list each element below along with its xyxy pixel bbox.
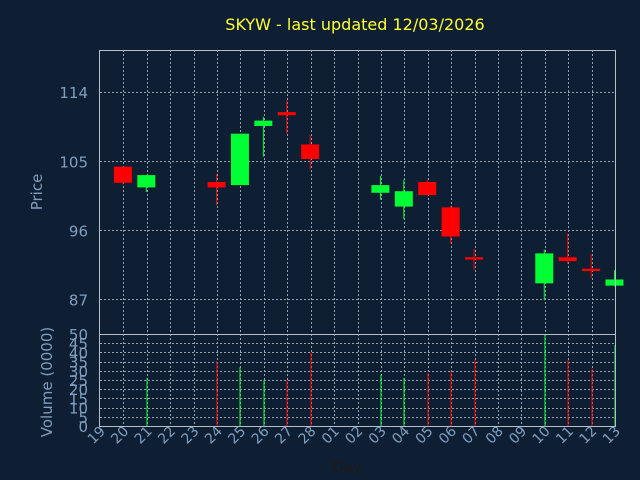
candle-body (137, 175, 156, 188)
price-tick-label: 96 (69, 222, 88, 240)
price-tick-label: 114 (59, 84, 88, 102)
volume-tick-label: 15 (69, 390, 88, 408)
candle-body (230, 133, 249, 186)
candle-body (277, 112, 296, 116)
candle-body (605, 279, 624, 286)
volume-tick-label: 10 (69, 400, 88, 418)
candle-body (418, 182, 437, 196)
x-tick-labels: 19 20 21 22 23 24 25 26 27 28 01 02 03 04 05 06 07 08 09 10… (85, 423, 624, 447)
candle-body (558, 257, 577, 262)
price-tick-labels: 87 96 105 114 (59, 84, 88, 309)
volume-tick-label: 45 (69, 335, 88, 353)
price-tick-label: 105 (59, 153, 88, 171)
volume-panel-frame (99, 334, 616, 427)
volume-tick-label: 25 (69, 372, 88, 390)
volume-tick-label: 20 (69, 381, 88, 399)
candle-body (394, 191, 413, 207)
volume-tick-label: 0 (78, 418, 88, 436)
chart-title: SKYW - last updated 12/03/2026 (225, 15, 484, 34)
candle-body (301, 144, 320, 159)
candle-body (254, 120, 273, 126)
candle-body (441, 207, 460, 237)
volume-tick-label: 35 (69, 354, 88, 372)
candle-body (465, 257, 484, 260)
volume-tick-label: 40 (69, 344, 88, 362)
candle-body (371, 185, 390, 193)
volume-tick-label: 50 (69, 326, 88, 344)
x-axis-label: Day (332, 458, 362, 476)
candle-body (535, 253, 554, 284)
volume-tick-label: 30 (69, 363, 88, 381)
candle-body (207, 182, 226, 188)
price-candles (113, 99, 624, 301)
volume-tick-label: 5 (78, 409, 88, 427)
candle-body (113, 166, 132, 183)
candle-body (582, 268, 601, 272)
price-axis-label: Price (28, 174, 46, 211)
price-tick-label: 87 (69, 291, 88, 309)
volume-axis-label: Volume (0000) (38, 327, 56, 437)
